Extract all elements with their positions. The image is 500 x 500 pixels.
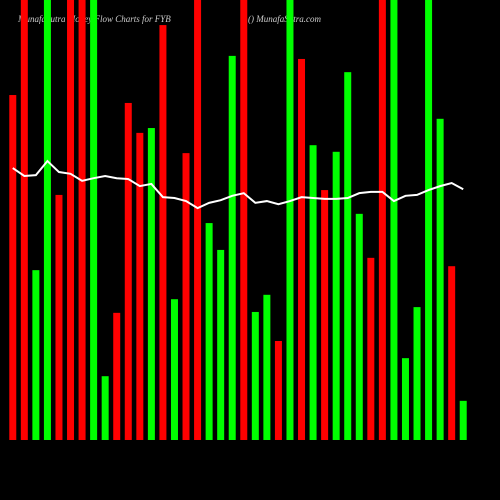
bar bbox=[147, 128, 155, 441]
bar bbox=[170, 299, 178, 440]
bar bbox=[251, 311, 259, 440]
bar bbox=[448, 266, 456, 440]
bar bbox=[355, 213, 363, 440]
bar bbox=[20, 0, 28, 440]
bar bbox=[136, 132, 144, 440]
bar bbox=[378, 0, 386, 440]
bar bbox=[286, 0, 294, 440]
bar bbox=[90, 0, 98, 440]
bar bbox=[344, 72, 352, 440]
bar bbox=[240, 0, 248, 440]
bar bbox=[113, 312, 121, 440]
bar bbox=[32, 270, 40, 440]
bar bbox=[425, 0, 433, 440]
bar bbox=[43, 0, 51, 440]
bar bbox=[55, 194, 63, 440]
bar bbox=[124, 102, 132, 441]
bar bbox=[101, 376, 109, 440]
flow-line bbox=[12, 159, 464, 210]
bar bbox=[367, 257, 375, 440]
bar bbox=[413, 307, 421, 440]
bar bbox=[401, 358, 409, 440]
bar bbox=[459, 400, 467, 440]
chart-subtitle: () MunafaSutra.com bbox=[248, 14, 321, 24]
bar bbox=[9, 95, 17, 440]
bar bbox=[263, 294, 271, 440]
bar bbox=[228, 55, 236, 440]
bar bbox=[182, 153, 190, 440]
bar bbox=[332, 151, 340, 441]
bar bbox=[298, 58, 306, 441]
bar bbox=[436, 118, 444, 441]
bar bbox=[309, 145, 317, 440]
bar bbox=[274, 341, 282, 440]
bar bbox=[194, 0, 202, 440]
bar bbox=[217, 249, 225, 440]
bar bbox=[390, 0, 398, 440]
bar bbox=[78, 0, 86, 440]
bar bbox=[159, 25, 167, 441]
bar bbox=[321, 190, 329, 440]
bar bbox=[205, 223, 213, 440]
bar bbox=[67, 0, 75, 440]
